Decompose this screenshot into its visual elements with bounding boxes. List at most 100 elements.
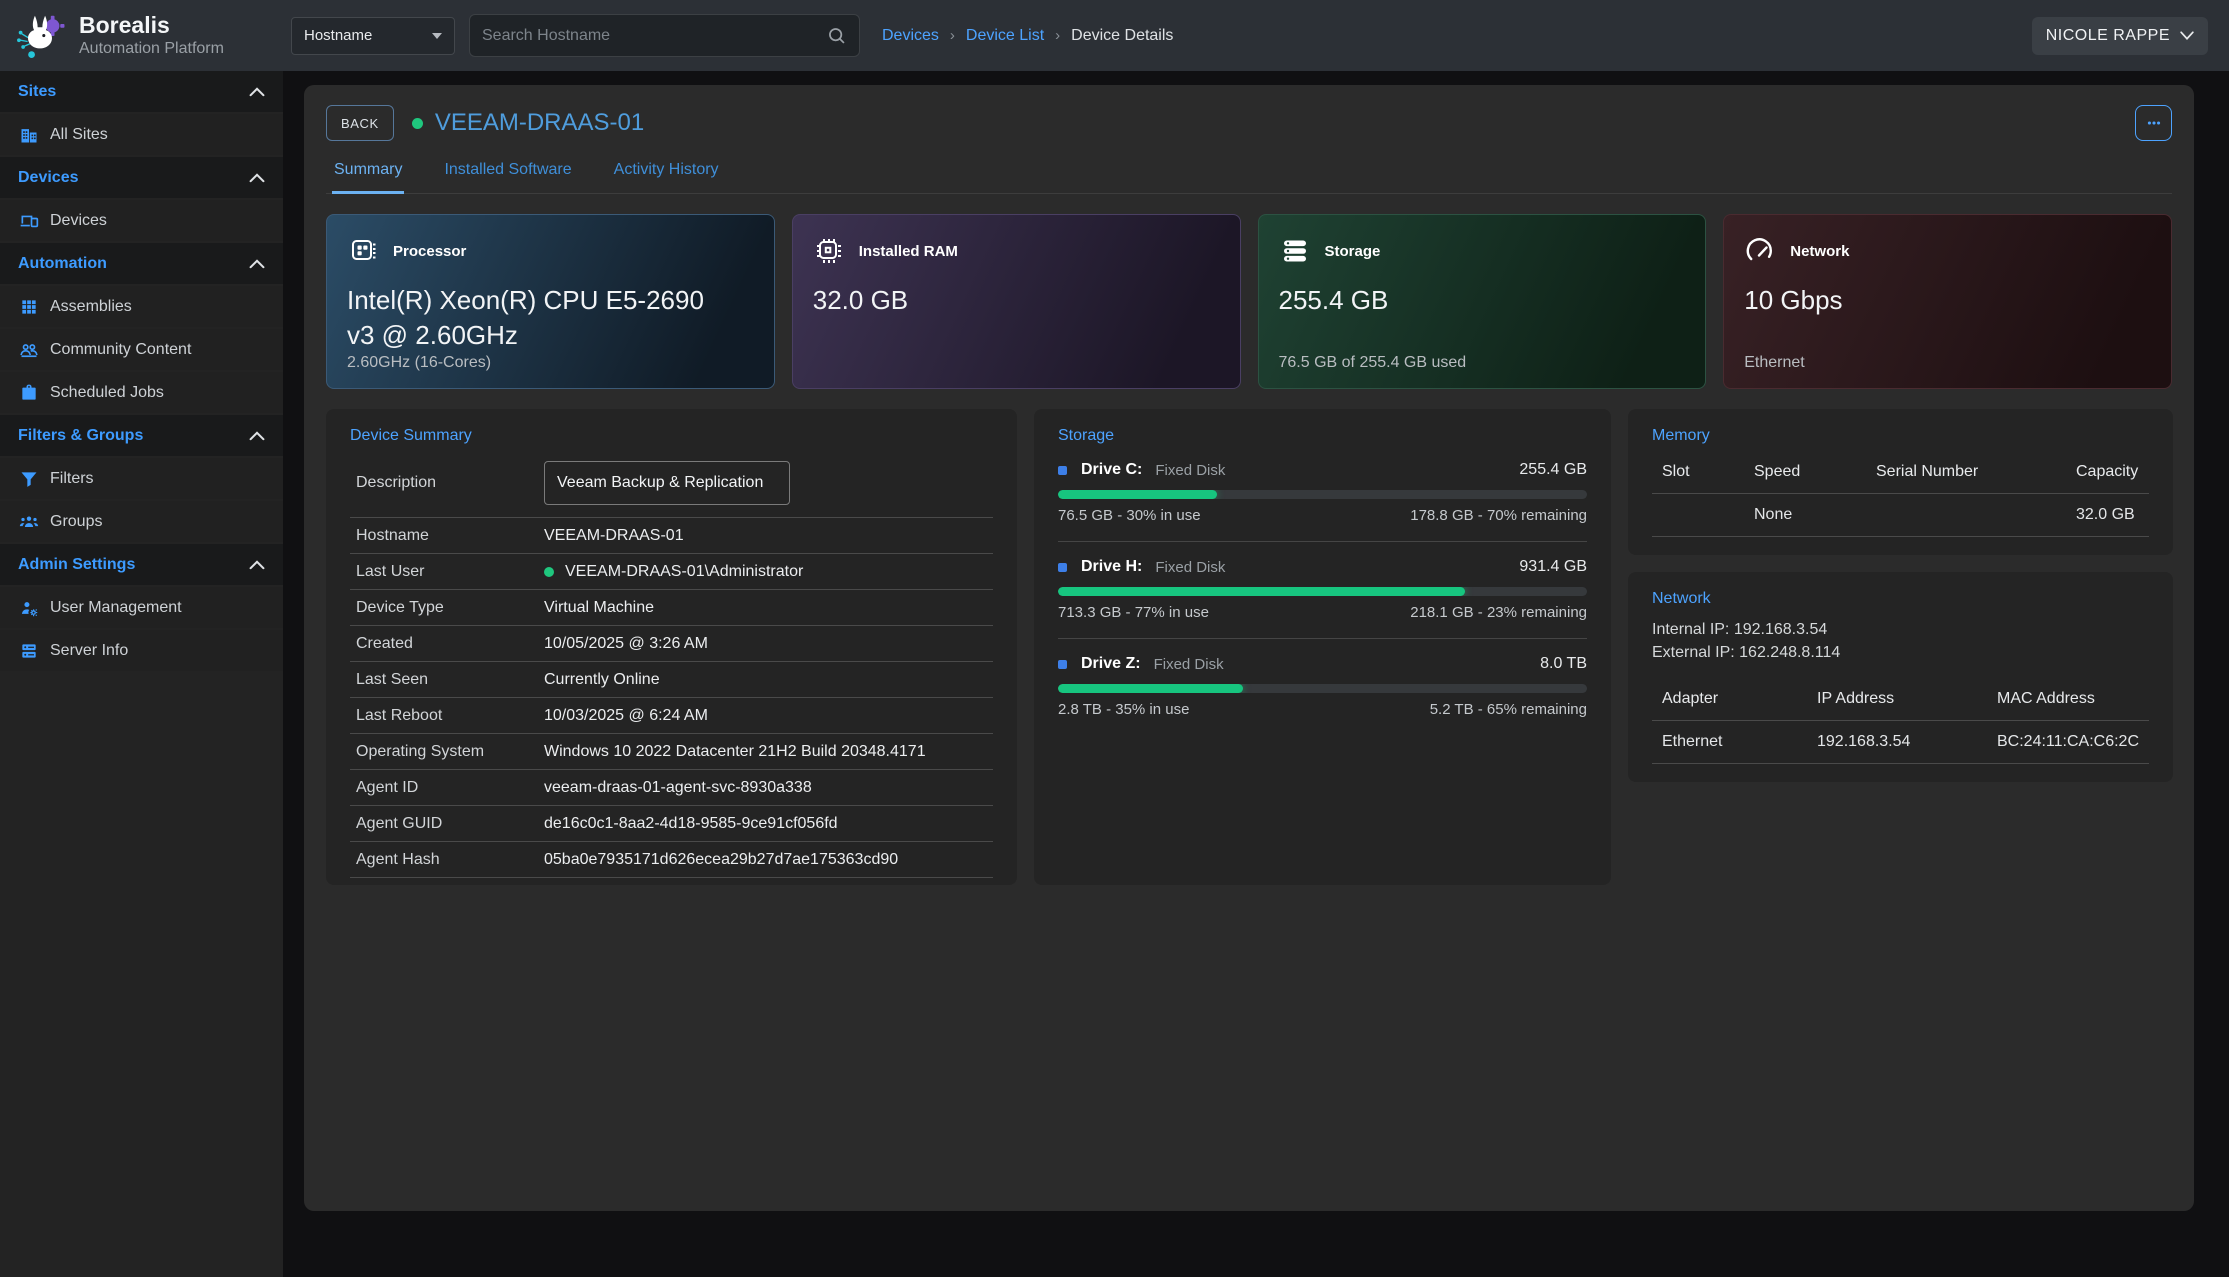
brand-name: Borealis <box>79 11 170 38</box>
drive-row-c: Drive C: Fixed Disk 255.4 GB 76.5 GB - 3… <box>1058 461 1587 542</box>
back-button[interactable]: BACK <box>326 105 394 141</box>
chevron-up-icon <box>249 430 265 440</box>
page-title: VEEAM-DRAAS-01 <box>434 109 645 136</box>
external-ip: External IP: 162.248.8.114 <box>1652 644 1841 662</box>
topbar: Borealis Automation Platform Hostname De… <box>0 0 2229 71</box>
building-icon <box>19 125 39 145</box>
storage-value: 255.4 GB <box>1278 285 1389 315</box>
network-panel-title: Network <box>1652 590 1711 607</box>
chevron-up-icon <box>249 172 265 182</box>
sidebar-item-scheduled-jobs[interactable]: Scheduled Jobs <box>0 372 283 413</box>
sidebar-section-admin-settings[interactable]: Admin Settings <box>0 544 283 585</box>
network-value: 10 Gbps <box>1744 285 1843 315</box>
sidebar-item-groups[interactable]: Groups <box>0 501 283 542</box>
sidebar-section-devices[interactable]: Devices <box>0 157 283 198</box>
drive-row-h: Drive H: Fixed Disk 931.4 GB 713.3 GB - … <box>1058 558 1587 639</box>
summary-row-last-seen: Last Seen Currently Online <box>350 662 993 698</box>
device-summary-title: Device Summary <box>350 427 472 444</box>
search-box <box>469 14 860 57</box>
sidebar-item-user-management[interactable]: User Management <box>0 587 283 628</box>
summary-row-agent-guid: Agent GUID de16c0c1-8aa2-4d18-9585-9ce91… <box>350 806 993 842</box>
sidebar-item-all-sites[interactable]: All Sites <box>0 114 283 155</box>
drive-bullet-icon <box>1058 562 1067 572</box>
breadcrumb-device-list[interactable]: Device List <box>965 26 1045 44</box>
installed-ram-card: Installed RAM 32.0 GB <box>791 214 1241 389</box>
breadcrumb-separator: › <box>1055 27 1061 44</box>
ram-chip-icon <box>813 235 845 267</box>
breadcrumb-separator: › <box>949 27 955 44</box>
storage-card: Storage 255.4 GB 76.5 GB of 255.4 GB use… <box>1257 214 1707 389</box>
user-menu-button[interactable]: NICOLE RAPPE <box>2031 16 2208 55</box>
breadcrumb-current: Device Details <box>1071 26 1174 44</box>
rabbit-logo-icon <box>13 9 67 63</box>
hostname-filter-select[interactable]: Hostname <box>291 16 455 55</box>
summary-row-description: Description <box>350 455 993 518</box>
online-dot <box>544 566 554 577</box>
chevron-down-icon <box>2180 31 2194 40</box>
breadcrumb: Devices › Device List › Device Details <box>882 27 1173 45</box>
filter-select-value: Hostname <box>304 27 373 44</box>
more-options-button[interactable] <box>2135 105 2172 141</box>
storage-footer: 76.5 GB of 255.4 GB used <box>1278 354 1467 371</box>
sidebar-item-filters[interactable]: Filters <box>0 458 283 499</box>
search-input[interactable] <box>482 26 826 45</box>
tab-summary[interactable]: Summary <box>332 161 405 194</box>
drive-h-progress-bar <box>1058 587 1587 596</box>
chevron-up-icon <box>249 258 265 268</box>
drive-c-progress-bar <box>1058 490 1587 499</box>
disk-stack-icon <box>1279 235 1311 267</box>
drive-z-progress-bar <box>1058 684 1587 693</box>
internal-ip: Internal IP: 192.168.3.54 <box>1652 621 1828 638</box>
search-icon[interactable] <box>826 25 847 46</box>
tab-activity-history[interactable]: Activity History <box>613 161 719 178</box>
sidebar-item-devices[interactable]: Devices <box>0 200 283 241</box>
main-content: BACK VEEAM-DRAAS-01 Summary Installed So… <box>283 71 2229 1277</box>
summary-row-operating-system: Operating System Windows 10 2022 Datacen… <box>350 734 993 770</box>
user-name: NICOLE RAPPE <box>2045 26 2170 44</box>
cpu-icon <box>347 235 379 267</box>
user-gear-icon <box>19 598 39 618</box>
sidebar-section-sites[interactable]: Sites <box>0 71 283 112</box>
sidebar-item-community-content[interactable]: Community Content <box>0 329 283 370</box>
device-summary-panel: Device Summary Description Hostname VEEA… <box>326 409 1017 885</box>
memory-panel: Memory Slot Speed Serial Number Capacity <box>1628 409 2173 555</box>
description-input[interactable] <box>544 461 790 505</box>
server-icon <box>19 641 39 661</box>
summary-row-device-type: Device Type Virtual Machine <box>350 590 993 626</box>
ram-value: 32.0 GB <box>812 285 909 315</box>
briefcase-icon <box>19 383 39 403</box>
devices-icon <box>19 211 39 231</box>
drive-bullet-icon <box>1058 465 1067 475</box>
storage-panel-title: Storage <box>1058 427 1115 444</box>
memory-table-header: Slot Speed Serial Number Capacity <box>1662 463 2139 480</box>
chevron-up-icon <box>249 86 265 96</box>
sidebar-section-filters-groups[interactable]: Filters & Groups <box>0 415 283 456</box>
chevron-up-icon <box>249 559 265 569</box>
tab-installed-software[interactable]: Installed Software <box>444 161 572 178</box>
network-table-header: Adapter IP Address MAC Address <box>1662 690 2095 708</box>
sidebar-item-server-info[interactable]: Server Info <box>0 630 283 671</box>
drive-row-z: Drive Z: Fixed Disk 8.0 TB 2.8 TB - 35% … <box>1058 655 1587 718</box>
filter-icon <box>19 469 39 489</box>
brand-logo: Borealis Automation Platform <box>0 9 283 63</box>
summary-row-hostname: Hostname VEEAM-DRAAS-01 <box>350 518 993 554</box>
groups-icon <box>19 512 39 532</box>
breadcrumb-devices[interactable]: Devices <box>882 26 939 44</box>
brand-subtitle: Automation Platform <box>79 40 224 58</box>
speedometer-icon <box>1744 235 1776 267</box>
sidebar-item-assemblies[interactable]: Assemblies <box>0 286 283 327</box>
sidebar-section-automation[interactable]: Automation <box>0 243 283 284</box>
chevron-down-icon <box>432 32 442 39</box>
memory-table-row: None 32.0 GB <box>1652 493 2149 537</box>
device-online-status-dot <box>411 117 423 129</box>
summary-row-last-reboot: Last Reboot 10/03/2025 @ 6:24 AM <box>350 698 993 734</box>
grid-icon <box>19 297 39 317</box>
storage-panel: Storage Drive C: Fixed Disk 255.4 GB <box>1034 409 1611 885</box>
more-options-icon <box>2147 121 2160 125</box>
summary-row-created: Created 10/05/2025 @ 3:26 AM <box>350 626 993 662</box>
tab-bar: Summary Installed Software Activity Hist… <box>326 161 2172 194</box>
people-icon <box>19 340 39 360</box>
network-footer: Ethernet <box>1744 354 1805 371</box>
drive-bullet-icon <box>1058 659 1067 669</box>
stat-cards-row: Processor Intel(R) Xeon(R) CPU E5-2690 v… <box>326 214 2172 389</box>
